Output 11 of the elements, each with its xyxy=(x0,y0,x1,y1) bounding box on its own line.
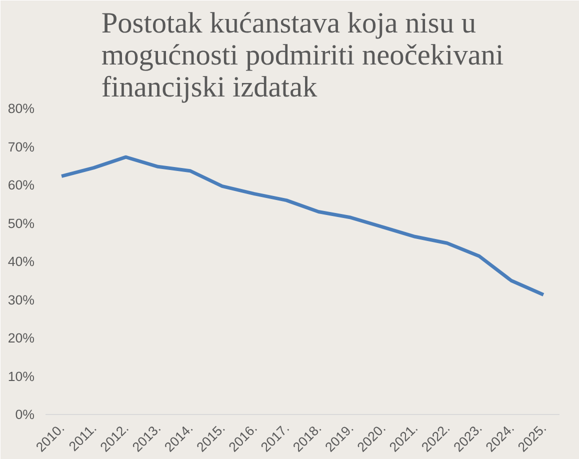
y-tick-label: 80% xyxy=(8,101,35,116)
y-tick-label: 50% xyxy=(8,216,35,231)
y-tick-label: 70% xyxy=(8,139,35,154)
y-tick-label: 10% xyxy=(8,368,35,384)
y-tick-label: 60% xyxy=(8,178,35,192)
y-tick-label: 30% xyxy=(8,292,35,308)
y-tick-label: 0% xyxy=(15,407,35,422)
y-tick-label: 20% xyxy=(8,330,35,346)
chart-title: Postotak kućanstava koja nisu u mogućnosti podmiriti neočekivani financijski izdatak xyxy=(101,8,504,104)
line-series xyxy=(60,155,546,297)
y-tick-label: 40% xyxy=(8,254,35,269)
